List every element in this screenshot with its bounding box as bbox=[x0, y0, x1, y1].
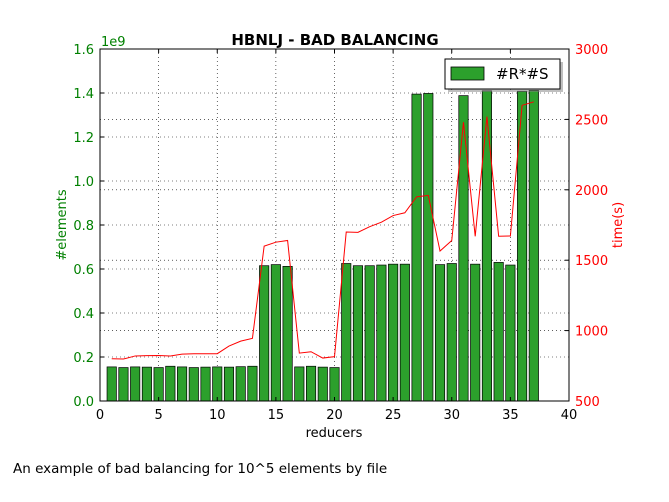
y-tick-label: 1.0 bbox=[73, 175, 94, 190]
bar bbox=[423, 93, 434, 402]
bar bbox=[223, 366, 235, 402]
bar bbox=[352, 265, 363, 402]
y-tick-label: 1.4 bbox=[73, 87, 94, 102]
y-tick-label: 0.8 bbox=[73, 219, 94, 234]
y-right-tick-label: 3000 bbox=[575, 43, 608, 58]
bar bbox=[118, 367, 129, 402]
bar bbox=[493, 262, 504, 402]
bar bbox=[446, 263, 457, 402]
y-axis-label-right: time(s) bbox=[611, 202, 626, 248]
bar bbox=[153, 367, 164, 402]
bar bbox=[130, 366, 141, 402]
x-axis-label: reducers bbox=[306, 426, 363, 441]
legend: #R*#S bbox=[444, 58, 563, 92]
x-tick-label: 20 bbox=[326, 408, 343, 423]
x-tick-label: 35 bbox=[502, 408, 519, 423]
y-tick-label: 0.4 bbox=[73, 307, 94, 322]
y-right-tick-label: 1000 bbox=[575, 325, 608, 340]
x-axis-ticks: 0 5 10 15 20 25 30 35 40 bbox=[96, 49, 577, 423]
y-axis-label-left: #elements bbox=[55, 189, 70, 260]
bar bbox=[247, 365, 258, 402]
legend-label-r-s: #R*#S bbox=[496, 65, 549, 83]
bar bbox=[282, 266, 293, 402]
time-line bbox=[111, 101, 534, 360]
bar bbox=[259, 265, 270, 402]
y-right-tick-label: 1500 bbox=[575, 254, 608, 269]
figure-caption: An example of bad balancing for 10^5 ele… bbox=[13, 461, 388, 477]
bar bbox=[106, 366, 117, 402]
bar bbox=[165, 365, 176, 402]
bar bbox=[306, 365, 317, 402]
y-multiplier-label: 1e9 bbox=[101, 35, 126, 50]
y-right-tick-label: 500 bbox=[575, 395, 600, 410]
bar bbox=[434, 264, 446, 402]
bar bbox=[141, 366, 152, 402]
chart-title: HBNLJ - BAD BALANCING bbox=[231, 31, 438, 49]
grid bbox=[100, 49, 569, 401]
bar bbox=[200, 366, 211, 402]
bar bbox=[399, 263, 410, 402]
bar bbox=[388, 263, 399, 402]
bar bbox=[177, 366, 188, 402]
x-tick-label: 15 bbox=[268, 408, 285, 423]
y-axis-ticks-right: 500 1000 1500 2000 2500 3000 bbox=[565, 43, 608, 410]
bar-series bbox=[106, 90, 539, 402]
bar bbox=[235, 366, 246, 402]
y-right-tick-label: 2500 bbox=[575, 113, 608, 128]
legend-box bbox=[444, 58, 561, 90]
bar bbox=[376, 264, 387, 402]
bar bbox=[212, 366, 223, 402]
bar bbox=[528, 90, 539, 402]
bar bbox=[270, 264, 281, 402]
bar bbox=[329, 367, 340, 402]
x-tick-label: 0 bbox=[96, 408, 104, 423]
y-tick-label: 0.2 bbox=[73, 351, 94, 366]
bar bbox=[470, 263, 481, 402]
y-tick-label: 0.0 bbox=[73, 395, 94, 410]
chart: 0 5 10 15 20 25 30 35 40 0.0 0.2 0.4 0.6 0.8 1.0 1.2 1.… bbox=[55, 31, 626, 441]
bar bbox=[341, 263, 352, 402]
y-tick-label: 1.6 bbox=[73, 43, 94, 58]
bar bbox=[505, 264, 516, 402]
x-tick-label: 5 bbox=[154, 408, 162, 423]
bar bbox=[411, 93, 422, 402]
bar bbox=[458, 95, 469, 402]
legend-swatch-r-s bbox=[450, 66, 485, 81]
y-right-tick-label: 2000 bbox=[575, 184, 608, 199]
time-series bbox=[111, 101, 534, 360]
bar bbox=[364, 265, 375, 402]
bar bbox=[188, 367, 199, 402]
bar bbox=[317, 366, 328, 402]
x-tick-label: 30 bbox=[443, 408, 460, 423]
bar bbox=[294, 366, 305, 402]
x-tick-label: 40 bbox=[561, 408, 578, 423]
x-tick-label: 10 bbox=[209, 408, 226, 423]
bar bbox=[481, 90, 492, 402]
x-tick-label: 25 bbox=[385, 408, 402, 423]
y-axis-ticks-left: 0.0 0.2 0.4 0.6 0.8 1.0 1.2 1.4 1.6 bbox=[73, 43, 104, 410]
y-tick-label: 1.2 bbox=[73, 131, 94, 146]
y-tick-label: 0.6 bbox=[73, 263, 94, 278]
